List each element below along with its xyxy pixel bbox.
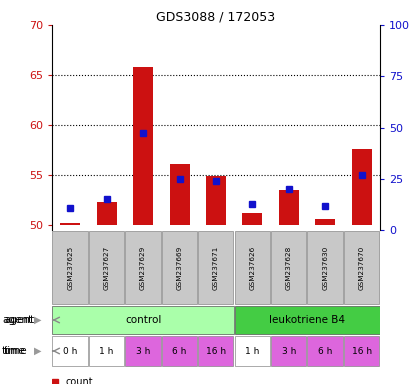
- Text: 0 h: 0 h: [63, 346, 77, 356]
- Text: 1 h: 1 h: [245, 346, 259, 356]
- Bar: [351, 149, 371, 225]
- Bar: [234, 336, 269, 366]
- Bar: [242, 213, 262, 225]
- Bar: [270, 336, 306, 366]
- Text: GSM237629: GSM237629: [140, 245, 146, 290]
- Text: agent: agent: [4, 315, 34, 325]
- Text: ▶: ▶: [34, 315, 41, 325]
- Bar: [52, 231, 88, 304]
- Text: 6 h: 6 h: [172, 346, 186, 356]
- Bar: [198, 231, 233, 304]
- Text: time: time: [4, 346, 28, 356]
- Bar: [125, 336, 160, 366]
- Text: GSM237626: GSM237626: [249, 245, 255, 290]
- Bar: [234, 231, 269, 304]
- Text: 1 h: 1 h: [99, 346, 114, 356]
- Bar: [89, 336, 124, 366]
- Bar: [343, 336, 378, 366]
- Text: control: control: [125, 315, 161, 325]
- Text: GSM237671: GSM237671: [213, 245, 218, 290]
- Bar: [97, 202, 117, 225]
- Text: GSM237628: GSM237628: [285, 245, 291, 290]
- Text: ▶: ▶: [34, 346, 41, 356]
- Text: agent: agent: [2, 315, 32, 325]
- Bar: [133, 67, 153, 225]
- Text: GSM237627: GSM237627: [103, 245, 109, 290]
- Text: count: count: [65, 377, 92, 384]
- Bar: [52, 306, 233, 334]
- Bar: [198, 336, 233, 366]
- Bar: [278, 190, 298, 225]
- Bar: [315, 219, 335, 225]
- Text: 16 h: 16 h: [205, 346, 225, 356]
- Bar: [343, 231, 378, 304]
- Bar: [89, 231, 124, 304]
- Bar: [161, 336, 197, 366]
- Text: 3 h: 3 h: [136, 346, 150, 356]
- Text: GSM237670: GSM237670: [358, 245, 364, 290]
- Text: time: time: [2, 346, 26, 356]
- Title: GDS3088 / 172053: GDS3088 / 172053: [156, 11, 275, 24]
- Text: 16 h: 16 h: [351, 346, 371, 356]
- Text: 6 h: 6 h: [317, 346, 332, 356]
- Bar: [52, 336, 88, 366]
- Bar: [270, 231, 306, 304]
- Bar: [234, 306, 379, 334]
- Bar: [169, 164, 189, 225]
- Text: leukotriene B4: leukotriene B4: [268, 315, 344, 325]
- Bar: [307, 336, 342, 366]
- Bar: [307, 231, 342, 304]
- Text: 3 h: 3 h: [281, 346, 295, 356]
- Bar: [205, 176, 225, 225]
- Text: GSM237669: GSM237669: [176, 245, 182, 290]
- Bar: [60, 223, 80, 225]
- Bar: [125, 231, 160, 304]
- Text: GSM237630: GSM237630: [321, 245, 328, 290]
- Bar: [161, 231, 197, 304]
- Text: GSM237625: GSM237625: [67, 245, 73, 290]
